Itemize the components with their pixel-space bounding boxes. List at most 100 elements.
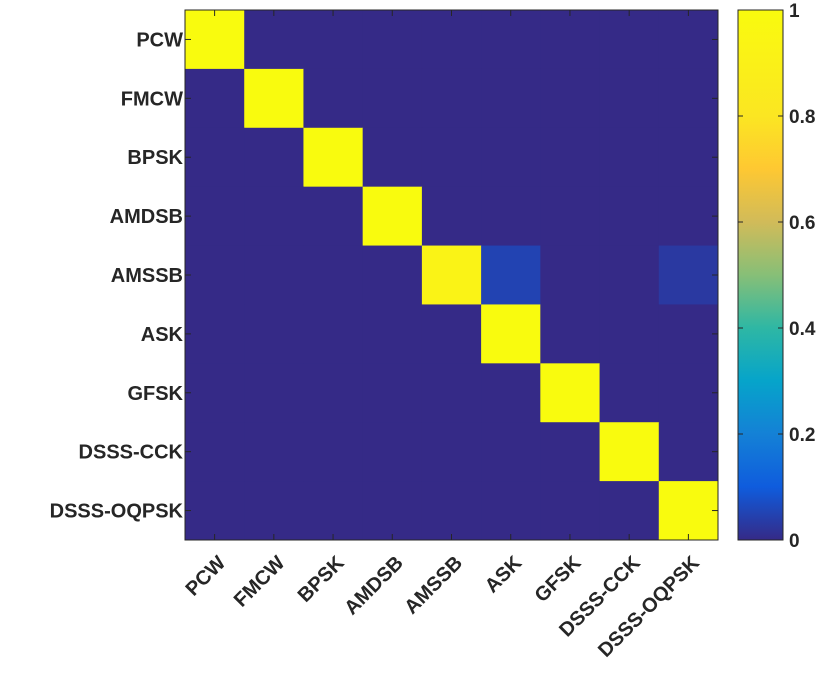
heatmap-cell — [481, 481, 541, 541]
heatmap-cell — [303, 245, 364, 305]
y-tick-label: AMDSB — [110, 206, 183, 228]
heatmap-cell — [481, 304, 541, 364]
heatmap-cell — [421, 245, 482, 305]
colorbar-tick-label: 0.2 — [789, 425, 815, 446]
heatmap-cell — [481, 127, 541, 188]
colorbar-gradient — [737, 9, 784, 541]
heatmap-cell — [658, 481, 719, 541]
heatmap-cell — [658, 363, 719, 423]
heatmap-cell — [362, 10, 423, 70]
heatmap-cell — [540, 127, 601, 188]
y-tick-label: DSSS-CCK — [79, 442, 184, 464]
heatmap-cell — [421, 481, 482, 541]
heatmap-cell — [303, 422, 364, 482]
heatmap-cell — [244, 304, 304, 364]
heatmap-cell — [244, 481, 304, 541]
heatmap-cell — [362, 304, 423, 364]
heatmap-cell — [540, 304, 601, 364]
heatmap-cell — [421, 304, 482, 364]
y-tick-label: DSSS-OQPSK — [50, 501, 184, 523]
x-tick-label: AMDSB — [340, 552, 407, 619]
heatmap-cell — [303, 68, 364, 129]
x-tick-label: DSSS-OQPSK — [594, 552, 704, 662]
y-axis-tick-labels: PCW FMCW BPSK AMDSB AMSSB ASK GFSK DSSS-CCK DSSS… — [50, 29, 184, 522]
heatmap-cell — [599, 422, 660, 482]
heatmap-cell — [421, 68, 482, 129]
heatmap-cell — [599, 10, 660, 70]
heatmap-cell — [540, 363, 601, 423]
heatmap-cell — [244, 422, 304, 482]
heatmap-cell — [421, 10, 482, 70]
heatmap-cell — [599, 186, 660, 247]
heatmap-cell — [421, 422, 482, 482]
colorbar-tick-label: 0 — [789, 531, 800, 552]
heatmap-cell — [599, 68, 660, 129]
heatmap-cell — [244, 68, 304, 129]
heatmap-cell — [303, 127, 364, 188]
heatmap-cell — [481, 245, 541, 305]
heatmap-cell — [303, 363, 364, 423]
x-tick-label: FMCW — [230, 552, 290, 612]
heatmap-cell — [303, 10, 364, 70]
colorbar-tick-label: 0.6 — [789, 213, 815, 234]
heatmap-cell — [244, 363, 304, 423]
heatmap-cell — [185, 127, 245, 188]
y-tick-label: GFSK — [127, 383, 183, 405]
heatmap-cell — [540, 186, 601, 247]
heatmap-cell — [540, 481, 601, 541]
heatmap-cell — [481, 10, 541, 70]
heatmap-cell — [658, 10, 719, 70]
heatmap-cell — [421, 127, 482, 188]
heatmap-cell — [481, 68, 541, 129]
colorbar: 0 0.2 0.4 0.6 0.8 1 — [737, 1, 816, 552]
heatmap-cell — [185, 10, 245, 70]
heatmap-cell — [540, 245, 601, 305]
heatmap-cell — [421, 186, 482, 247]
heatmap-cell — [185, 245, 245, 305]
heatmap-cell — [421, 363, 482, 423]
y-tick-label: BPSK — [127, 147, 183, 169]
heatmap-cell — [599, 481, 660, 541]
heatmap-cell — [244, 127, 304, 188]
heatmap-cell — [362, 127, 423, 188]
x-tick-label: PCW — [182, 552, 231, 601]
heatmap-cell — [481, 422, 541, 482]
heatmap-cell — [658, 127, 719, 188]
heatmap-cell — [481, 186, 541, 247]
colorbar-tick-label: 0.4 — [789, 319, 816, 340]
heatmap-cell — [540, 422, 601, 482]
heatmap-cell — [244, 10, 304, 70]
y-tick-label: ASK — [141, 324, 184, 346]
heatmap-cell — [658, 422, 719, 482]
heatmap-cell — [185, 186, 245, 247]
heatmap-cell — [244, 245, 304, 305]
heatmap-cell — [481, 363, 541, 423]
heatmap-cell — [658, 245, 719, 305]
y-tick-label: AMSSB — [111, 265, 183, 287]
heatmap-cell — [362, 363, 423, 423]
heatmap-cell — [658, 68, 719, 129]
y-tick-label: PCW — [136, 29, 183, 51]
heatmap-cell — [599, 127, 660, 188]
x-tick-label: AMSSB — [400, 552, 467, 619]
heatmap-cell — [540, 68, 601, 129]
heatmap-cell — [362, 422, 423, 482]
heatmap-cell — [658, 304, 719, 364]
heatmap-cell — [362, 186, 423, 247]
x-tick-label: ASK — [481, 552, 527, 598]
heatmap-cell — [599, 245, 660, 305]
heatmap-cell — [244, 186, 304, 247]
y-tick-label: FMCW — [121, 88, 183, 110]
heatmap-cell — [599, 363, 660, 423]
heatmap-cell — [185, 363, 245, 423]
heatmap-cell — [185, 68, 245, 129]
heatmap-cell — [185, 304, 245, 364]
heatmap-cell — [658, 186, 719, 247]
heatmap-cell — [185, 422, 245, 482]
heatmap-cell — [362, 245, 423, 305]
heatmap-cell — [303, 481, 364, 541]
heatmap-cell — [362, 481, 423, 541]
x-tick-label: GFSK — [531, 552, 586, 607]
heatmap-cell — [303, 186, 364, 247]
